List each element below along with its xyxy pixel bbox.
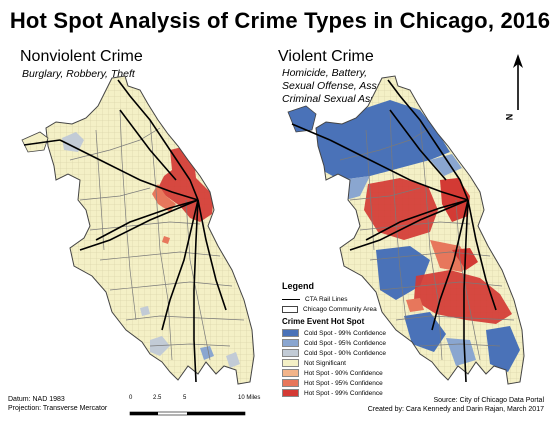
- left-map: [21, 75, 255, 385]
- legend-swatch: [282, 379, 299, 387]
- projection-text: Projection: Transverse Mercator: [8, 405, 108, 412]
- legend-title: Legend: [282, 281, 315, 291]
- legend-class-label: Hot Spot - 99% Confidence: [304, 389, 383, 397]
- cold-spot-90-left-a: [62, 132, 84, 152]
- cold-spot-90-left-c: [226, 352, 240, 368]
- north-label: N: [504, 113, 515, 121]
- legend-class-label: Cold Spot - 90% Confidence: [304, 349, 387, 357]
- cold-spot-95-south: [446, 338, 476, 366]
- datum-text: Datum: NAD 1983: [8, 396, 65, 403]
- cold-spot-99-south-a: [404, 312, 446, 352]
- legend-swatch: [282, 339, 299, 347]
- legend-community-label: Chicago Community Area: [303, 305, 377, 313]
- legend-class-label: Cold Spot - 95% Confidence: [304, 339, 387, 347]
- legend-classes: Cold Spot - 99% Confidence Cold Spot - 95…: [282, 328, 392, 398]
- scale-label-10: 10 Miles: [238, 395, 261, 401]
- legend-rail-label: CTA Rail Lines: [305, 295, 348, 303]
- legend-class-row: Cold Spot - 90% Confidence: [282, 348, 392, 358]
- legend-class-label: Cold Spot - 99% Confidence: [304, 329, 387, 337]
- scale-bar: 0 2.5 5 10 Miles: [125, 395, 275, 422]
- north-arrow-icon: [513, 54, 523, 110]
- scale-label-5: 5: [183, 395, 187, 401]
- legend-swatch: [282, 329, 299, 337]
- right-subtitle-line-2: Sexual Offense, Assault,: [282, 80, 397, 92]
- right-subtitle-line-3: Criminal Sexual Assault: [282, 93, 393, 105]
- legend-swatch: [282, 349, 299, 357]
- credit-text: Created by: Cara Kennedy and Darin Rajan…: [367, 406, 544, 413]
- left-panel-title: Nonviolent Crime: [20, 48, 143, 65]
- community-areas-left: [69, 109, 245, 361]
- legend-class-row: Cold Spot - 95% Confidence: [282, 338, 392, 348]
- hot-spot-99-westside: [364, 178, 438, 240]
- legend-class-row: Cold Spot - 99% Confidence: [282, 328, 392, 338]
- legend-swatch: [282, 359, 299, 367]
- legend: Legend CTA Rail Lines Chicago Community …: [282, 281, 392, 398]
- cold-spot-90-left-b: [150, 336, 170, 356]
- left-panel-subtitle: Burglary, Robbery, Theft: [22, 68, 135, 81]
- legend-community-row: Chicago Community Area: [282, 304, 392, 314]
- cta-rail-lines-right: [291, 79, 497, 383]
- legend-class-label: Hot Spot - 95% Confidence: [304, 379, 383, 387]
- hot-spot-small-left: [162, 236, 170, 244]
- hot-spot-99-left: [158, 146, 214, 222]
- scale-label-0: 0: [129, 395, 133, 401]
- cta-rail-lines-left: [23, 79, 227, 383]
- left-subtitle-line: Burglary, Robbery, Theft: [22, 68, 135, 80]
- scale-bar-graphic: [129, 411, 246, 416]
- city-outline-left: [45, 75, 255, 385]
- hot-spot-99-downtown: [440, 178, 470, 222]
- legend-swatch: [282, 389, 299, 397]
- scale-labels: 0 2.5 5 10 Miles: [125, 395, 275, 404]
- legend-class-label: Not Significant: [304, 359, 346, 367]
- map-metadata: Datum: NAD 1983 Projection: Transverse M…: [8, 395, 107, 413]
- legend-class-row: Hot Spot - 99% Confidence: [282, 388, 392, 398]
- source-credits: Source: City of Chicago Data Portal Crea…: [368, 396, 544, 414]
- city-outline-right: [315, 75, 525, 385]
- cold-spot-90-left-d: [140, 306, 150, 316]
- legend-rail-row: CTA Rail Lines: [282, 294, 392, 304]
- legend-swatch: [282, 369, 299, 377]
- legend-class-label: Hot Spot - 90% Confidence: [304, 369, 383, 377]
- legend-class-row: Hot Spot - 95% Confidence: [282, 378, 392, 388]
- hot-spot-95-southwest: [406, 298, 424, 312]
- legend-hotspot-title: Crime Event Hot Spot: [282, 317, 365, 326]
- right-subtitle-line-1: Homicide, Battery,: [282, 67, 367, 79]
- scale-label-2-5: 2.5: [153, 395, 162, 401]
- right-panel-subtitle: Homicide, Battery, Sexual Offense, Assau…: [282, 67, 397, 106]
- hot-spot-95-left: [152, 184, 176, 212]
- source-text: Source: City of Chicago Data Portal: [433, 397, 545, 404]
- legend-class-row: Hot Spot - 90% Confidence: [282, 368, 392, 378]
- community-area-symbol: [282, 305, 298, 313]
- hot-spot-95-central: [430, 240, 470, 272]
- cold-spot-95-left: [200, 346, 214, 360]
- rail-line-symbol: [282, 298, 300, 300]
- cold-spot-99-southeast: [486, 326, 520, 372]
- right-panel-title: Violent Crime: [278, 48, 374, 65]
- legend-class-row: Not Significant: [282, 358, 392, 368]
- map-title: Hot Spot Analysis of Crime Types in Chic…: [9, 8, 551, 33]
- community-areas-right: [339, 109, 515, 361]
